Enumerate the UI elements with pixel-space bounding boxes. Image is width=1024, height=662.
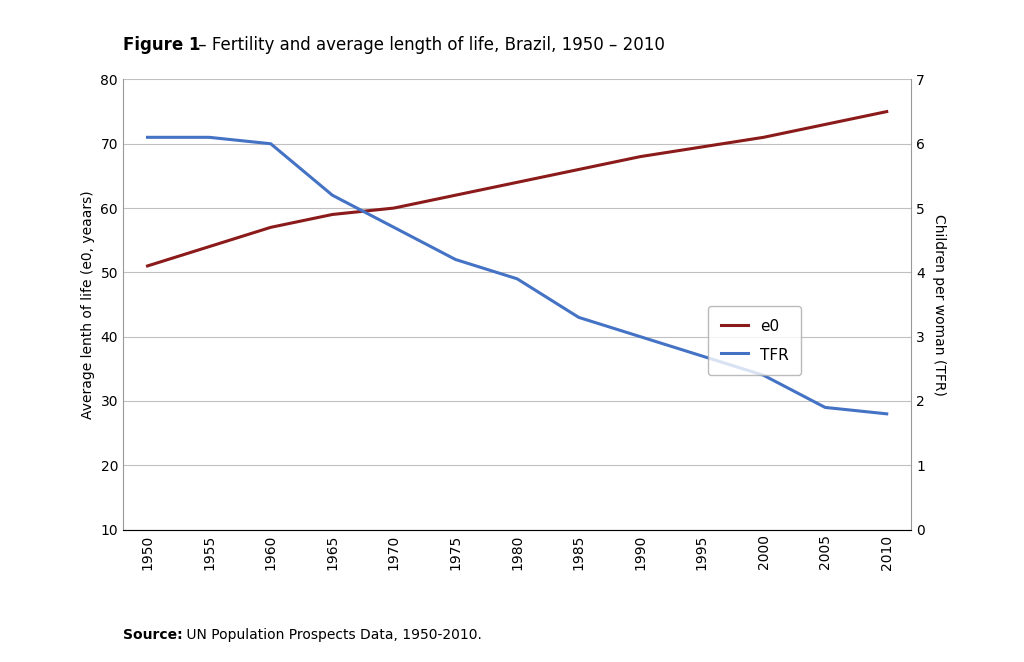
Legend: e0, TFR: e0, TFR	[709, 307, 801, 375]
Text: – Fertility and average length of life, Brazil, 1950 – 2010: – Fertility and average length of life, …	[193, 36, 665, 54]
Y-axis label: Average lenth of life (e0, yeaars): Average lenth of life (e0, yeaars)	[81, 190, 95, 419]
Y-axis label: Children per woman (TFR): Children per woman (TFR)	[932, 214, 946, 395]
Text: Source:: Source:	[123, 628, 182, 642]
Text: UN Population Prospects Data, 1950-2010.: UN Population Prospects Data, 1950-2010.	[182, 628, 482, 642]
Text: Figure 1: Figure 1	[123, 36, 201, 54]
